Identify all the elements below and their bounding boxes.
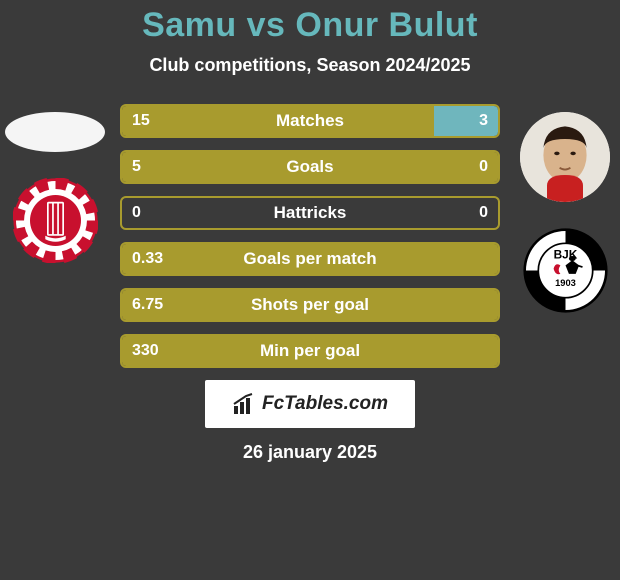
player-face-icon	[520, 112, 610, 202]
chart-icon	[232, 392, 256, 416]
stat-bar: 330Min per goal	[120, 334, 500, 368]
date-label: 26 january 2025	[243, 442, 377, 463]
stat-label: Shots per goal	[122, 295, 498, 315]
right-column: BJK 1903	[510, 104, 620, 313]
stat-bar: 5Goals0	[120, 150, 500, 184]
stat-bar: 0.33Goals per match	[120, 242, 500, 276]
stat-bar: 0Hattricks0	[120, 196, 500, 230]
stat-value-right: 3	[479, 112, 488, 130]
infographic-root: Samu vs Onur Bulut Club competitions, Se…	[0, 0, 620, 580]
stats-column: 15Matches35Goals00Hattricks00.33Goals pe…	[110, 104, 510, 368]
left-column	[0, 104, 110, 263]
stat-label: Goals	[122, 157, 498, 177]
page-title: Samu vs Onur Bulut	[142, 6, 478, 45]
player-avatar-right	[520, 112, 610, 202]
stat-value-right: 0	[479, 158, 488, 176]
comparison-row: 15Matches35Goals00Hattricks00.33Goals pe…	[0, 104, 620, 368]
svg-text:1903: 1903	[555, 278, 576, 288]
stat-bar: 15Matches3	[120, 104, 500, 138]
stat-label: Matches	[122, 111, 498, 131]
club-badge-right: BJK 1903	[523, 228, 608, 313]
player-avatar-left	[5, 112, 105, 152]
besiktas-badge-icon: BJK 1903	[523, 228, 608, 313]
page-subtitle: Club competitions, Season 2024/2025	[149, 55, 470, 76]
brand-text: FcTables.com	[262, 393, 388, 415]
brand-logo: FcTables.com	[205, 380, 415, 428]
antalyaspor-badge-icon	[13, 178, 98, 263]
stat-value-right: 0	[479, 204, 488, 222]
stat-label: Min per goal	[122, 341, 498, 361]
club-badge-left	[13, 178, 98, 263]
stat-label: Goals per match	[122, 249, 498, 269]
stat-label: Hattricks	[122, 203, 498, 223]
stat-bar: 6.75Shots per goal	[120, 288, 500, 322]
